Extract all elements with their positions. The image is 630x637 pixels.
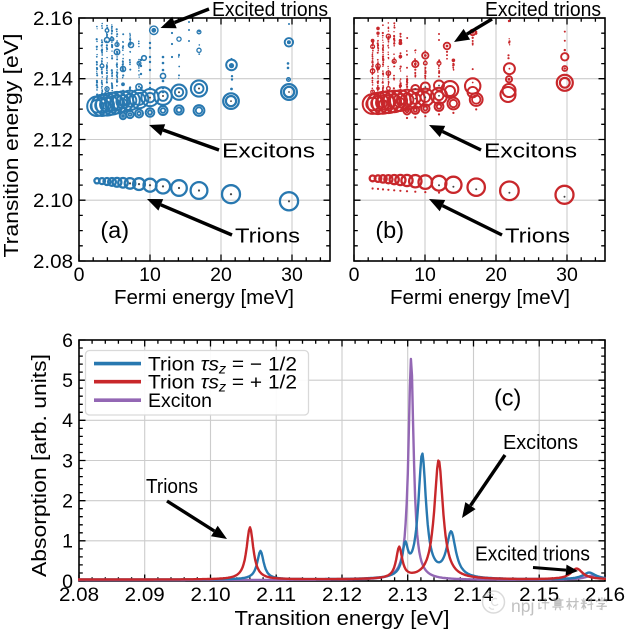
svg-text:2.15: 2.15 (519, 584, 559, 606)
svg-text:(b): (b) (375, 217, 404, 243)
svg-text:30: 30 (281, 264, 303, 286)
svg-text:0: 0 (349, 264, 360, 286)
svg-text:(c): (c) (494, 385, 521, 411)
svg-text:2.09: 2.09 (125, 584, 165, 606)
svg-text:10: 10 (139, 264, 161, 286)
svg-text:10: 10 (414, 264, 436, 286)
svg-text:1: 1 (62, 531, 73, 553)
svg-text:2.10: 2.10 (33, 190, 73, 212)
svg-text:Trions: Trions (505, 226, 570, 248)
svg-text:2.10: 2.10 (191, 584, 231, 606)
svg-text:2.16: 2.16 (33, 8, 73, 30)
svg-text:2.13: 2.13 (388, 584, 428, 606)
svg-text:Transition energy [eV]: Transition energy [eV] (1, 34, 23, 258)
svg-text:2.11: 2.11 (256, 584, 296, 606)
svg-text:30: 30 (556, 264, 578, 286)
svg-text:2.12: 2.12 (33, 129, 73, 151)
svg-text:(a): (a) (100, 217, 129, 243)
svg-text:4: 4 (62, 410, 73, 432)
svg-text:Excitons: Excitons (222, 141, 315, 163)
svg-text:2.14: 2.14 (454, 584, 494, 606)
svg-text:2.14: 2.14 (33, 69, 73, 91)
svg-text:Trions: Trions (235, 226, 300, 248)
svg-text:Excited trions: Excited trions (212, 0, 328, 21)
svg-text:3: 3 (62, 450, 73, 472)
svg-text:2.12: 2.12 (322, 584, 362, 606)
svg-text:npj: npj (511, 596, 534, 616)
svg-text:2.08: 2.08 (33, 251, 73, 273)
svg-text:Trion τsz = − 1/2: Trion τsz = − 1/2 (148, 353, 297, 376)
svg-text:20: 20 (210, 264, 232, 286)
svg-text:Exciton: Exciton (148, 390, 212, 412)
svg-text:Trions: Trions (146, 476, 198, 498)
svg-text:Excited trions: Excited trions (475, 544, 590, 566)
svg-text:Excited trions: Excited trions (485, 0, 601, 21)
svg-text:2.16: 2.16 (585, 584, 625, 606)
svg-text:6: 6 (62, 330, 73, 352)
svg-text:5: 5 (62, 370, 73, 392)
svg-text:Excitons: Excitons (484, 141, 577, 163)
svg-text:Fermi energy [meV]: Fermi energy [meV] (390, 287, 570, 309)
svg-text:20: 20 (485, 264, 507, 286)
svg-text:Excitons: Excitons (503, 432, 578, 454)
svg-text:Trion τsz = + 1/2: Trion τsz = + 1/2 (148, 371, 297, 394)
svg-text:0: 0 (62, 571, 73, 593)
svg-text:2: 2 (62, 491, 73, 513)
svg-text:Fermi energy [meV]: Fermi energy [meV] (114, 287, 294, 309)
svg-text:2.08: 2.08 (59, 584, 99, 606)
svg-text:Absorption [arb. units]: Absorption [arb. units] (29, 354, 51, 577)
svg-text:0: 0 (74, 264, 85, 286)
svg-text:Transition energy [eV]: Transition energy [eV] (235, 608, 450, 630)
